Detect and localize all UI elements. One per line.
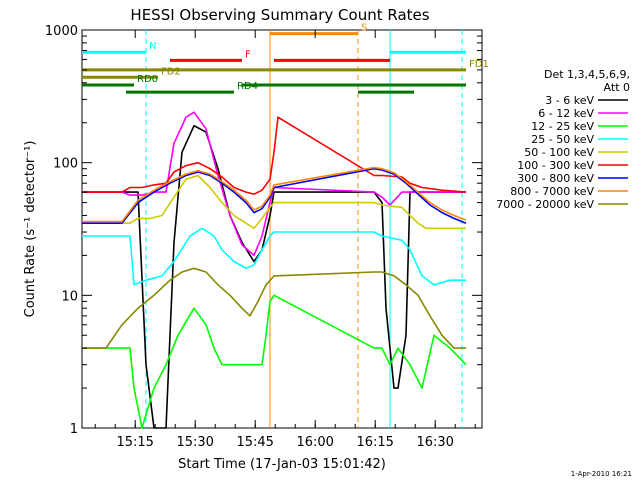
- x-tick-label-5: 16:30: [416, 435, 453, 450]
- y-tick-label-2: 100: [53, 157, 78, 172]
- bar-label-N: N: [149, 41, 156, 52]
- date-stamp: 1-Apr-2010 16:21: [571, 470, 632, 478]
- bar-label-RD0: RD0: [137, 74, 158, 85]
- bar-label-FD2: FD2: [161, 66, 181, 77]
- legend-label-8: 7000 - 20000 keV: [496, 198, 594, 211]
- legend-header-1: Det 1,3,4,5,6,9,: [544, 68, 630, 81]
- legend-label-7: 800 - 7000 keV: [510, 185, 594, 198]
- legend-label-1: 6 - 12 keV: [538, 107, 594, 120]
- chart-title: HESSI Observing Summary Count Rates: [130, 6, 429, 24]
- x-tick-label-2: 15:45: [236, 435, 273, 450]
- x-tick-label-3: 16:00: [296, 435, 333, 450]
- bar-label-F: F: [245, 49, 251, 60]
- series-line-2: [82, 294, 467, 429]
- series-line-6: [82, 167, 467, 224]
- series-line-8: [82, 267, 466, 349]
- legend-label-6: 300 - 800 keV: [517, 172, 594, 185]
- x-tick-label-0: 15:15: [116, 435, 153, 450]
- series-line-5: [82, 116, 467, 195]
- x-axis: 15:15 15:30 15:45 16:00 16:15 16:30: [94, 30, 476, 450]
- y-tick-label-1: 10: [61, 289, 78, 304]
- series-lines: [82, 111, 467, 429]
- x-tick-label-4: 16:15: [356, 435, 393, 450]
- y-tick-label-0: 1: [70, 422, 78, 437]
- legend-header-2: Att 0: [604, 81, 630, 94]
- y-axis: 1 10 100 1000: [45, 24, 482, 437]
- legend-label-4: 50 - 100 keV: [524, 146, 594, 159]
- series-line-4: [82, 174, 466, 230]
- y-axis-label: Count Rate (s⁻¹ detector⁻¹): [23, 141, 38, 318]
- legend-label-3: 25 - 50 keV: [531, 133, 594, 146]
- legend-label-5: 100 - 300 keV: [517, 159, 594, 172]
- series-line-3: [82, 227, 466, 286]
- y-tick-label-3: 1000: [45, 24, 78, 39]
- bar-label-S: S: [361, 23, 367, 34]
- plot-frame: [81, 29, 483, 429]
- series-line-7: [82, 166, 467, 223]
- bar-label-RD4: RD4: [237, 81, 258, 92]
- bar-label-FD1: FD1: [469, 59, 489, 70]
- x-tick-label-1: 15:30: [176, 435, 213, 450]
- legend-label-0: 3 - 6 keV: [545, 94, 594, 107]
- x-axis-label: Start Time (17-Jan-03 15:01:42): [178, 457, 386, 472]
- legend-label-2: 12 - 25 keV: [531, 120, 594, 133]
- series-line-0: [82, 124, 466, 429]
